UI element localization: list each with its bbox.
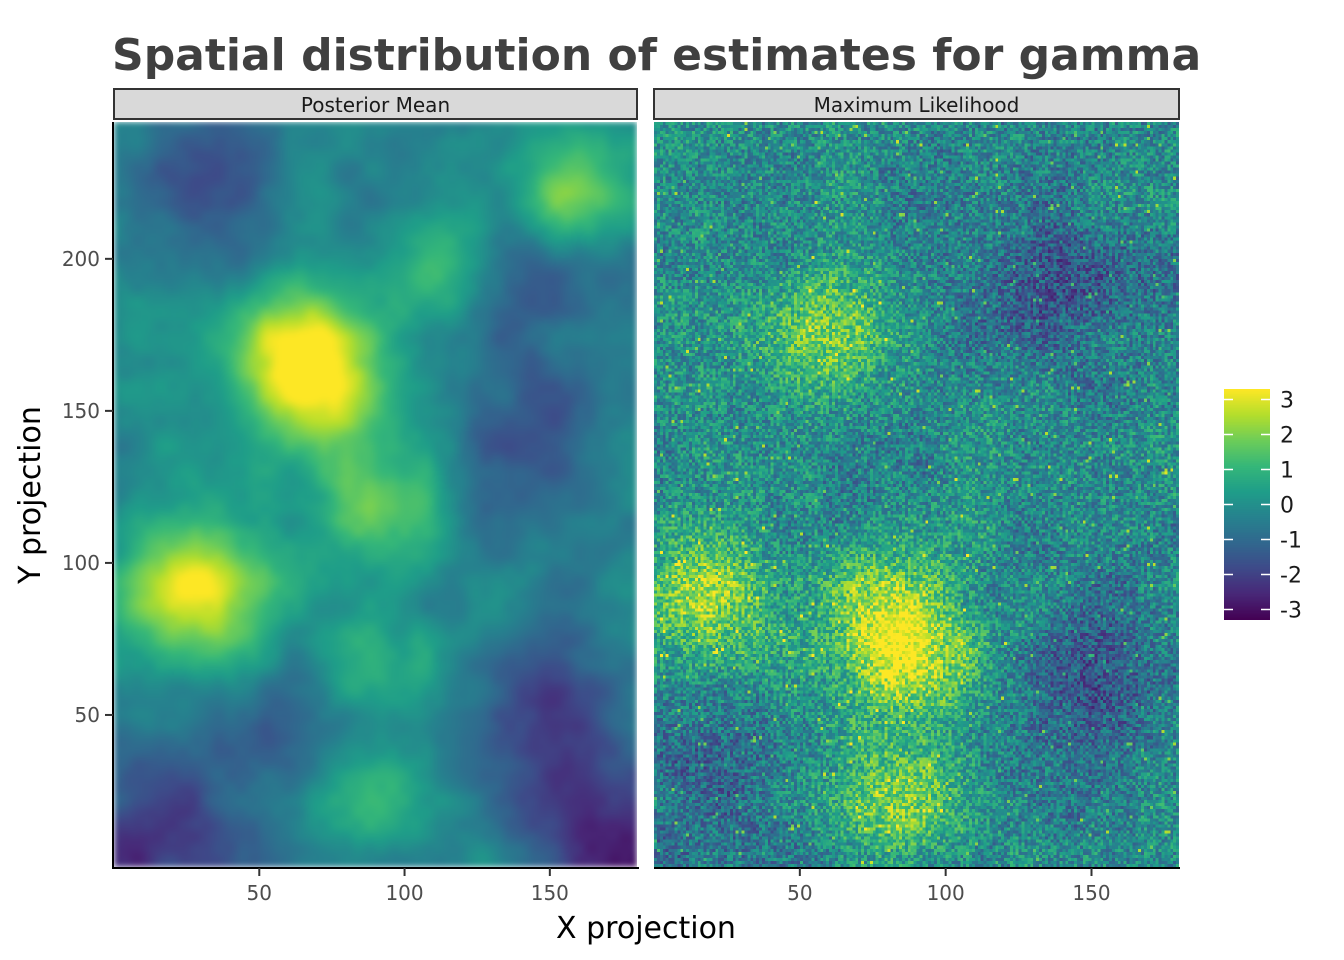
x-tick-label: 50 — [787, 881, 812, 905]
legend: 3 2 1 0 -1 -2 -3 — [1224, 389, 1302, 624]
x-tick-label: 100 — [385, 881, 423, 905]
legend-tick-label: -1 — [1280, 529, 1302, 554]
x-tick-label: 100 — [927, 881, 965, 905]
legend-tick-label: 1 — [1280, 459, 1294, 484]
legend-tick-label: 3 — [1280, 389, 1294, 414]
heatmap-posterior-mean — [114, 122, 637, 867]
strip-maximum-likelihood — [653, 88, 1180, 120]
x-axis-title: X projection — [556, 911, 736, 946]
x-tick-label: 150 — [1072, 881, 1110, 905]
heatmap-canvas-maximum-likelihood — [654, 122, 1179, 867]
panel-posterior-mean: Posterior Mean — [113, 88, 638, 867]
x-tick-label: 50 — [247, 881, 272, 905]
strip-posterior-mean — [113, 88, 638, 120]
panel-maximum-likelihood: Maximum Likelihood — [653, 88, 1180, 867]
y-tick-label: 200 — [62, 247, 100, 271]
strip-label-maximum-likelihood: Maximum Likelihood — [814, 93, 1020, 117]
heatmap-maximum-likelihood — [654, 122, 1179, 867]
heatmap-canvas-posterior-mean — [114, 122, 637, 867]
y-axis-title: Y projection — [13, 406, 48, 585]
legend-tick-label: 2 — [1280, 424, 1294, 449]
y-tick-label: 150 — [62, 399, 100, 423]
axis-ticks: 50 100 150 50 100 150 50 100 150 200 — [62, 247, 1111, 905]
legend-tick-label: -2 — [1280, 564, 1302, 589]
legend-tick-label: 0 — [1280, 494, 1294, 519]
y-tick-label: 50 — [75, 703, 100, 727]
legend-ticks: 3 2 1 0 -1 -2 -3 — [1224, 389, 1302, 624]
strip-label-posterior-mean: Posterior Mean — [301, 93, 450, 117]
legend-tick-label: -3 — [1280, 599, 1302, 624]
chart-title: Spatial distribution of estimates for ga… — [112, 30, 1201, 81]
y-tick-label: 100 — [62, 551, 100, 575]
x-tick-label: 150 — [531, 881, 569, 905]
